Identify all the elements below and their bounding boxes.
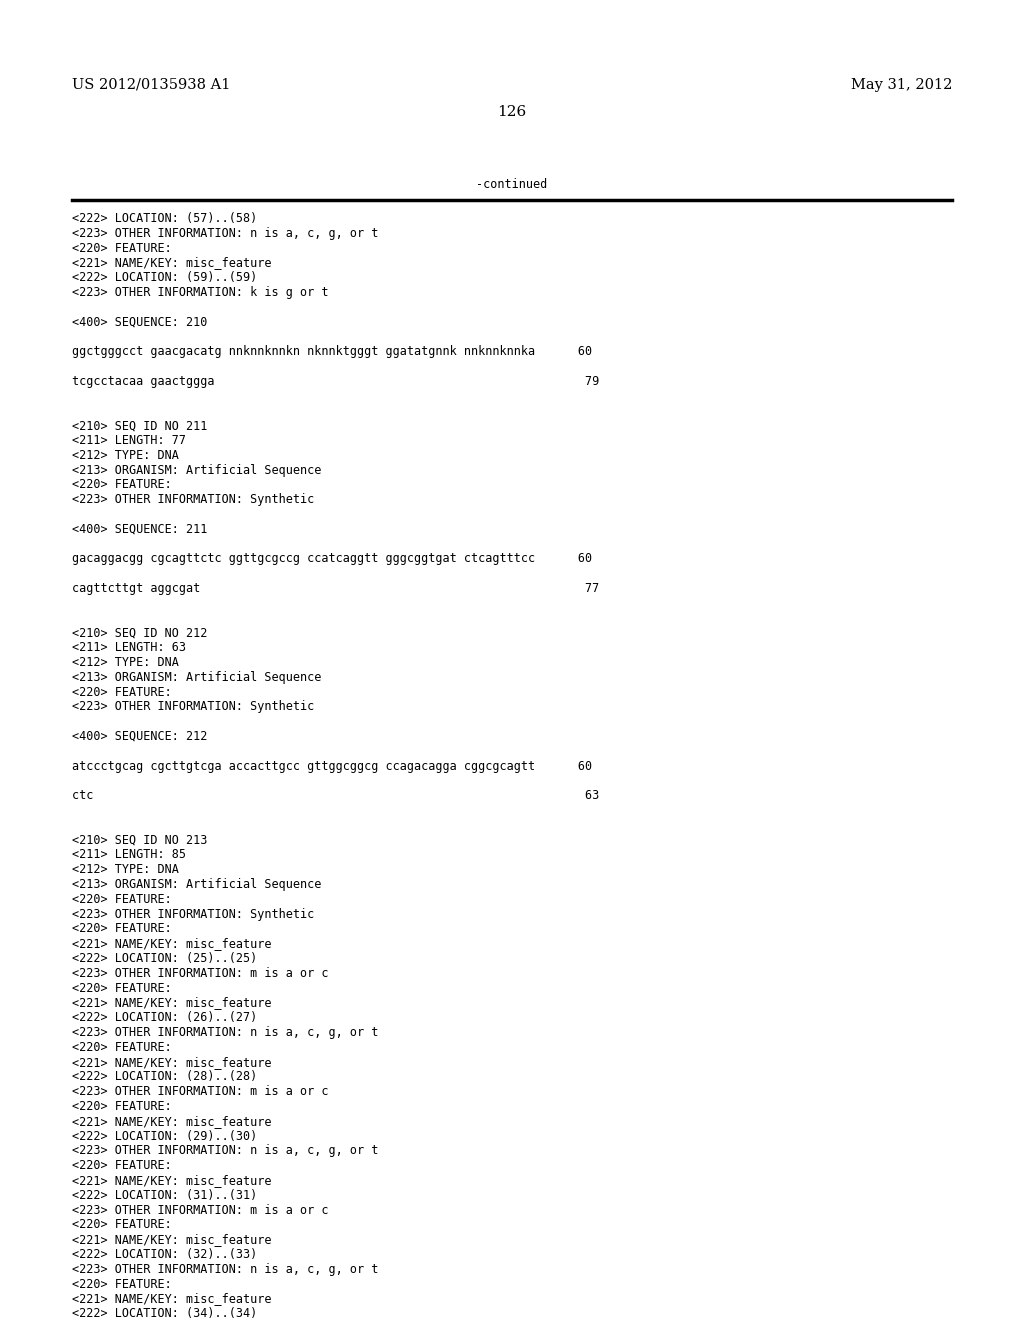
- Text: <222> LOCATION: (28)..(28): <222> LOCATION: (28)..(28): [72, 1071, 257, 1084]
- Text: <221> NAME/KEY: misc_feature: <221> NAME/KEY: misc_feature: [72, 997, 271, 1010]
- Text: <220> FEATURE:: <220> FEATURE:: [72, 1100, 172, 1113]
- Text: <220> FEATURE:: <220> FEATURE:: [72, 1278, 172, 1291]
- Text: <211> LENGTH: 85: <211> LENGTH: 85: [72, 849, 186, 862]
- Text: <221> NAME/KEY: misc_feature: <221> NAME/KEY: misc_feature: [72, 1056, 271, 1069]
- Text: <223> OTHER INFORMATION: m is a or c: <223> OTHER INFORMATION: m is a or c: [72, 1204, 329, 1217]
- Text: <220> FEATURE:: <220> FEATURE:: [72, 982, 172, 994]
- Text: <220> FEATURE:: <220> FEATURE:: [72, 242, 172, 255]
- Text: <222> LOCATION: (25)..(25): <222> LOCATION: (25)..(25): [72, 952, 257, 965]
- Text: <223> OTHER INFORMATION: n is a, c, g, or t: <223> OTHER INFORMATION: n is a, c, g, o…: [72, 1144, 379, 1158]
- Text: <211> LENGTH: 77: <211> LENGTH: 77: [72, 434, 186, 447]
- Text: <221> NAME/KEY: misc_feature: <221> NAME/KEY: misc_feature: [72, 937, 271, 950]
- Text: <222> LOCATION: (59)..(59): <222> LOCATION: (59)..(59): [72, 271, 257, 284]
- Text: <222> LOCATION: (32)..(33): <222> LOCATION: (32)..(33): [72, 1247, 257, 1261]
- Text: <222> LOCATION: (57)..(58): <222> LOCATION: (57)..(58): [72, 213, 257, 224]
- Text: gacaggacgg cgcagttctc ggttgcgccg ccatcaggtt gggcggtgat ctcagtttcc      60: gacaggacgg cgcagttctc ggttgcgccg ccatcag…: [72, 552, 592, 565]
- Text: <213> ORGANISM: Artificial Sequence: <213> ORGANISM: Artificial Sequence: [72, 878, 322, 891]
- Text: <400> SEQUENCE: 212: <400> SEQUENCE: 212: [72, 730, 208, 743]
- Text: <210> SEQ ID NO 211: <210> SEQ ID NO 211: [72, 420, 208, 432]
- Text: <220> FEATURE:: <220> FEATURE:: [72, 685, 172, 698]
- Text: <213> ORGANISM: Artificial Sequence: <213> ORGANISM: Artificial Sequence: [72, 463, 322, 477]
- Text: <221> NAME/KEY: misc_feature: <221> NAME/KEY: misc_feature: [72, 1292, 271, 1305]
- Text: <223> OTHER INFORMATION: Synthetic: <223> OTHER INFORMATION: Synthetic: [72, 701, 314, 713]
- Text: <223> OTHER INFORMATION: Synthetic: <223> OTHER INFORMATION: Synthetic: [72, 908, 314, 920]
- Text: May 31, 2012: May 31, 2012: [851, 78, 952, 92]
- Text: <212> TYPE: DNA: <212> TYPE: DNA: [72, 656, 179, 669]
- Text: <220> FEATURE:: <220> FEATURE:: [72, 478, 172, 491]
- Text: <400> SEQUENCE: 211: <400> SEQUENCE: 211: [72, 523, 208, 536]
- Text: <223> OTHER INFORMATION: n is a, c, g, or t: <223> OTHER INFORMATION: n is a, c, g, o…: [72, 227, 379, 240]
- Text: <220> FEATURE:: <220> FEATURE:: [72, 1040, 172, 1053]
- Text: <221> NAME/KEY: misc_feature: <221> NAME/KEY: misc_feature: [72, 256, 271, 269]
- Text: <222> LOCATION: (29)..(30): <222> LOCATION: (29)..(30): [72, 1130, 257, 1143]
- Text: US 2012/0135938 A1: US 2012/0135938 A1: [72, 78, 230, 92]
- Text: <210> SEQ ID NO 213: <210> SEQ ID NO 213: [72, 834, 208, 846]
- Text: <223> OTHER INFORMATION: m is a or c: <223> OTHER INFORMATION: m is a or c: [72, 966, 329, 979]
- Text: <223> OTHER INFORMATION: n is a, c, g, or t: <223> OTHER INFORMATION: n is a, c, g, o…: [72, 1026, 379, 1039]
- Text: <222> LOCATION: (34)..(34): <222> LOCATION: (34)..(34): [72, 1307, 257, 1320]
- Text: <223> OTHER INFORMATION: m is a or c: <223> OTHER INFORMATION: m is a or c: [72, 1085, 329, 1098]
- Text: <223> OTHER INFORMATION: Synthetic: <223> OTHER INFORMATION: Synthetic: [72, 494, 314, 506]
- Text: <223> OTHER INFORMATION: n is a, c, g, or t: <223> OTHER INFORMATION: n is a, c, g, o…: [72, 1263, 379, 1276]
- Text: <220> FEATURE:: <220> FEATURE:: [72, 1218, 172, 1232]
- Text: <211> LENGTH: 63: <211> LENGTH: 63: [72, 642, 186, 655]
- Text: <221> NAME/KEY: misc_feature: <221> NAME/KEY: misc_feature: [72, 1173, 271, 1187]
- Text: <221> NAME/KEY: misc_feature: <221> NAME/KEY: misc_feature: [72, 1233, 271, 1246]
- Text: atccctgcag cgcttgtcga accacttgcc gttggcggcg ccagacagga cggcgcagtt      60: atccctgcag cgcttgtcga accacttgcc gttggcg…: [72, 759, 592, 772]
- Text: cagttcttgt aggcgat                                                      77: cagttcttgt aggcgat 77: [72, 582, 599, 595]
- Text: <223> OTHER INFORMATION: k is g or t: <223> OTHER INFORMATION: k is g or t: [72, 286, 329, 300]
- Text: tcgcctacaa gaactggga                                                    79: tcgcctacaa gaactggga 79: [72, 375, 599, 388]
- Text: <400> SEQUENCE: 210: <400> SEQUENCE: 210: [72, 315, 208, 329]
- Text: ggctgggcct gaacgacatg nnknnknnkn nknnktgggt ggatatgnnk nnknnknnka      60: ggctgggcct gaacgacatg nnknnknnkn nknnktg…: [72, 346, 592, 358]
- Text: ctc                                                                     63: ctc 63: [72, 789, 599, 803]
- Text: 126: 126: [498, 106, 526, 119]
- Text: <212> TYPE: DNA: <212> TYPE: DNA: [72, 863, 179, 876]
- Text: <222> LOCATION: (26)..(27): <222> LOCATION: (26)..(27): [72, 1011, 257, 1024]
- Text: <221> NAME/KEY: misc_feature: <221> NAME/KEY: misc_feature: [72, 1115, 271, 1127]
- Text: <222> LOCATION: (31)..(31): <222> LOCATION: (31)..(31): [72, 1189, 257, 1201]
- Text: <220> FEATURE:: <220> FEATURE:: [72, 1159, 172, 1172]
- Text: <210> SEQ ID NO 212: <210> SEQ ID NO 212: [72, 627, 208, 639]
- Text: <213> ORGANISM: Artificial Sequence: <213> ORGANISM: Artificial Sequence: [72, 671, 322, 684]
- Text: -continued: -continued: [476, 178, 548, 191]
- Text: <220> FEATURE:: <220> FEATURE:: [72, 892, 172, 906]
- Text: <212> TYPE: DNA: <212> TYPE: DNA: [72, 449, 179, 462]
- Text: <220> FEATURE:: <220> FEATURE:: [72, 923, 172, 936]
